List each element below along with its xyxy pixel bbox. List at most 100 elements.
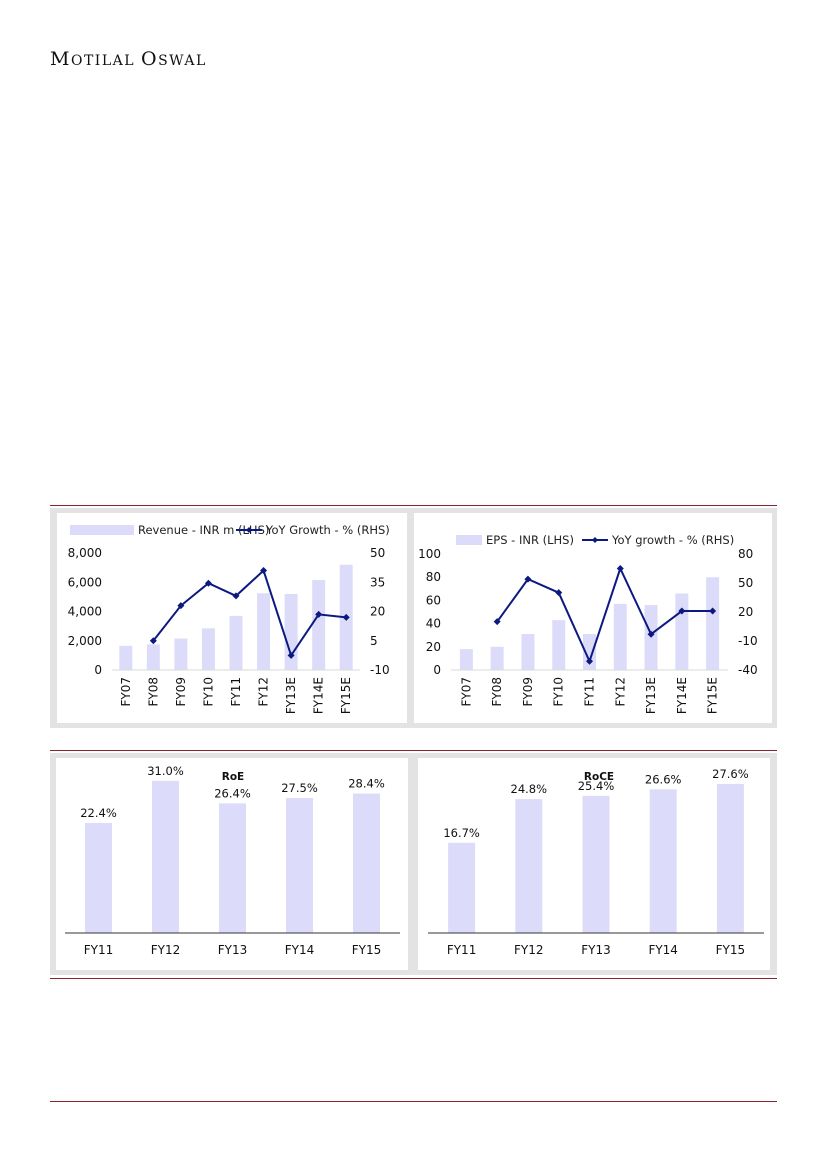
y-right-tick-label: 35 — [370, 575, 385, 589]
data-label: 31.0% — [147, 764, 184, 778]
growth-point — [555, 589, 563, 597]
data-label: 22.4% — [80, 806, 117, 820]
revenue-growth-chart: Revenue - INR m (LHS)YoY Growth - % (RHS… — [57, 513, 407, 723]
charts-row-1: Revenue - INR m (LHS) YoY Growth - % (RHS… — [50, 508, 777, 728]
roce-chart: RoCE 16.7% FY11 24.8% FY12 25.4% FY13 26.6% FY14… — [418, 758, 770, 970]
growth-point — [524, 575, 532, 583]
y-right-tick-label: 5 — [370, 634, 378, 648]
y-right-tick-label: 50 — [370, 546, 385, 560]
y-left-tick-label: 2,000 — [68, 634, 102, 648]
legend-marker-line — [246, 527, 252, 533]
x-category-label: FY13 — [218, 943, 248, 957]
data-label: 27.5% — [281, 781, 318, 795]
growth-point — [647, 630, 655, 638]
bar — [229, 615, 243, 670]
section-rule-mid — [50, 750, 777, 751]
bar — [353, 793, 380, 933]
legend-swatch-bar — [456, 535, 482, 545]
growth-point — [177, 602, 185, 610]
bar — [152, 780, 179, 933]
x-category-label: FY15E — [706, 677, 720, 714]
x-category-label: FY11 — [229, 677, 243, 707]
x-category-label: FY14 — [648, 943, 678, 957]
y-left-tick-label: 0 — [433, 663, 441, 677]
x-category-label: FY07 — [119, 677, 133, 707]
bar — [515, 799, 543, 933]
footer-rule — [50, 1101, 777, 1102]
growth-point — [149, 637, 157, 645]
legend-label-bar: EPS - INR (LHS) — [486, 533, 574, 547]
bar — [201, 628, 215, 670]
bar — [174, 638, 188, 670]
x-category-label: FY10 — [552, 677, 566, 707]
x-category-label: FY08 — [490, 677, 504, 707]
bar — [448, 842, 476, 933]
x-category-label: FY15E — [339, 677, 353, 714]
roe-chart: RoE 22.4% FY11 31.0% FY12 26.4% FY13 27.5% FY14 2… — [56, 758, 408, 970]
bar — [257, 593, 271, 670]
growth-point — [287, 651, 295, 659]
growth-line — [496, 565, 713, 665]
y-right-tick-label: -10 — [738, 634, 758, 648]
data-label: 28.4% — [348, 777, 385, 791]
x-category-label: FY11 — [447, 943, 477, 957]
legend-label-bar: Revenue - INR m (LHS) — [138, 523, 269, 537]
x-category-label: FY08 — [146, 677, 160, 707]
chart-title: RoCE — [584, 771, 614, 783]
x-category-label: FY11 — [583, 677, 597, 707]
x-category-label: FY12 — [257, 677, 271, 707]
y-left-tick-label: 60 — [426, 593, 441, 607]
y-left-tick-label: 8,000 — [68, 546, 102, 560]
growth-point — [342, 613, 350, 621]
growth-point — [586, 657, 593, 665]
growth-point — [616, 565, 624, 572]
x-category-label: FY13 — [581, 943, 611, 957]
bar — [219, 803, 246, 933]
chart-title: RoE — [222, 771, 244, 783]
bar — [490, 646, 504, 670]
data-label: 27.6% — [712, 767, 749, 781]
growth-point — [493, 618, 501, 626]
x-category-label: FY07 — [459, 677, 473, 707]
data-label: 26.6% — [645, 772, 682, 786]
growth-point — [315, 610, 323, 618]
x-category-label: FY09 — [174, 677, 188, 707]
y-right-tick-label: -40 — [738, 663, 758, 677]
bar — [583, 634, 596, 670]
x-category-label: FY13E — [644, 677, 658, 714]
x-category-label: FY12 — [151, 943, 181, 957]
growth-point — [260, 567, 268, 575]
legend-label-line: YoY growth - % (RHS) — [611, 533, 734, 547]
bar — [119, 645, 133, 670]
bar — [312, 580, 326, 670]
y-left-tick-label: 6,000 — [68, 575, 102, 589]
growth-point — [709, 607, 717, 615]
growth-point — [204, 579, 212, 587]
x-category-label: FY14 — [285, 943, 315, 957]
growth-point — [678, 607, 686, 615]
bar — [716, 783, 744, 933]
bar — [459, 649, 473, 670]
x-category-label: FY13E — [284, 677, 298, 714]
data-label: 25.4% — [578, 779, 615, 793]
brand-logo: MOTILAL OSWAL — [50, 48, 207, 70]
x-category-label: FY11 — [84, 943, 114, 957]
bar — [706, 577, 720, 670]
y-right-tick-label: 20 — [370, 605, 385, 619]
bar — [286, 798, 313, 933]
x-category-label: FY15 — [352, 943, 382, 957]
bar — [552, 620, 566, 670]
x-category-label: FY09 — [521, 677, 535, 707]
data-label: 24.8% — [511, 782, 548, 796]
x-category-label: FY14E — [312, 677, 326, 714]
y-left-tick-label: 0 — [94, 663, 102, 677]
y-right-tick-label: 20 — [738, 605, 753, 619]
eps-growth-chart: EPS - INR (LHS) YoY growth - % (RHS) 0 20 40… — [414, 513, 772, 723]
bar — [613, 603, 627, 670]
legend-marker-line — [592, 537, 598, 543]
legend-swatch-bar — [70, 525, 134, 535]
growth-line — [152, 568, 347, 658]
section-rule-top — [50, 505, 777, 506]
bar — [521, 634, 535, 670]
bar — [649, 789, 677, 933]
